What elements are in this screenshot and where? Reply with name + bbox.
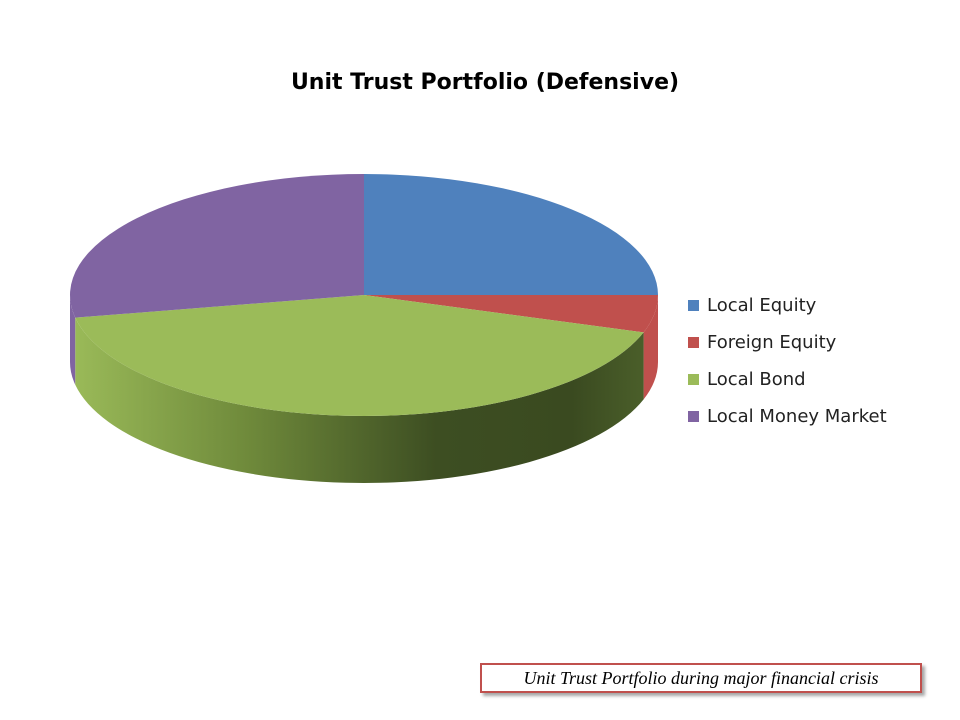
slice-local-bond-side [75, 317, 644, 483]
slice-foreign-equity-side [643, 295, 658, 400]
legend-label: Foreign Equity [707, 332, 837, 353]
slice-local-money-market-side [70, 295, 76, 385]
slice-local-bond [75, 295, 644, 416]
legend-swatch [688, 411, 699, 422]
legend-item: Foreign Equity [688, 324, 887, 361]
pie-top-face [70, 174, 658, 416]
legend-swatch [688, 374, 699, 385]
legend-swatch [688, 337, 699, 348]
legend-item: Local Bond [688, 361, 887, 398]
slice-local-equity [364, 174, 658, 295]
slice-foreign-equity [364, 295, 658, 333]
chart-title: Unit Trust Portfolio (Defensive) [290, 70, 680, 95]
legend-label: Local Equity [707, 295, 817, 316]
legend-label: Local Bond [707, 369, 806, 390]
legend-item: Local Equity [688, 287, 887, 324]
pie-side-wall [70, 295, 658, 483]
legend-swatch [688, 300, 699, 311]
legend: Local Equity Foreign Equity Local Bond L… [688, 287, 887, 435]
legend-label: Local Money Market [707, 406, 887, 427]
caption-box: Unit Trust Portfolio during major financ… [480, 663, 922, 693]
caption-text: Unit Trust Portfolio during major financ… [523, 667, 879, 688]
slice-local-money-market [70, 174, 364, 318]
legend-item: Local Money Market [688, 398, 887, 435]
